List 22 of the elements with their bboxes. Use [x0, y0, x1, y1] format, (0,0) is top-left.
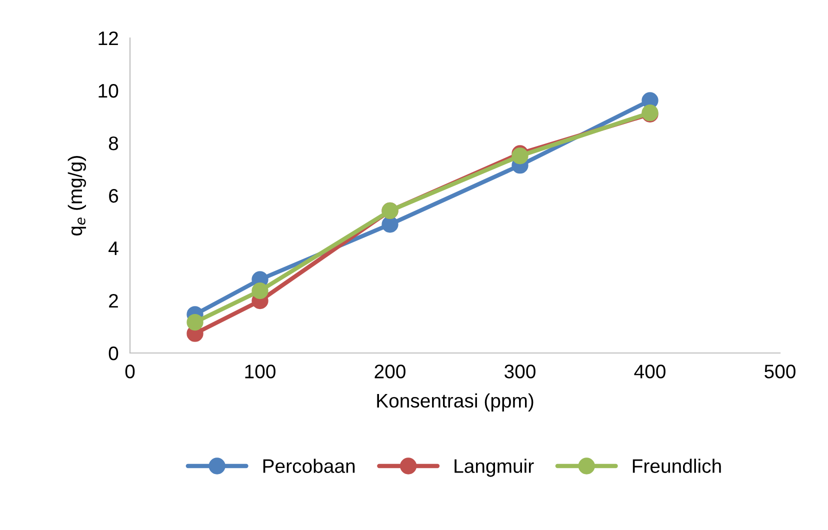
y-tick-label: 12 — [98, 31, 118, 46]
x-tick-label: 300 — [504, 364, 536, 378]
y-tick-label: 6 — [109, 188, 118, 203]
x-tick-label: 500 — [764, 364, 796, 378]
point — [252, 282, 268, 300]
y-tick-label: 4 — [108, 242, 118, 256]
point — [186, 314, 204, 331]
x-tick-label: 200 — [374, 364, 406, 378]
y-tick-label: 2 — [109, 294, 118, 308]
x-tick-label: 0 — [125, 364, 135, 378]
legend-label: Percobaan — [263, 458, 355, 473]
point — [382, 216, 398, 233]
legend-label: Freundlich — [632, 458, 721, 473]
point — [512, 148, 528, 164]
y-tick-label: 10 — [98, 84, 118, 98]
x-tick-label: 400 — [634, 364, 666, 378]
x-axis-title: Konsentrasi (ppm) — [377, 393, 534, 412]
x-tick-label: 100 — [245, 364, 276, 378]
y-tick-label: 8 — [108, 136, 118, 150]
y-axis-title: q$_{e}$ (mg/g) — [68, 156, 86, 236]
y-tick-label: 0 — [108, 346, 118, 360]
legend-label: Langmuir — [454, 458, 534, 477]
